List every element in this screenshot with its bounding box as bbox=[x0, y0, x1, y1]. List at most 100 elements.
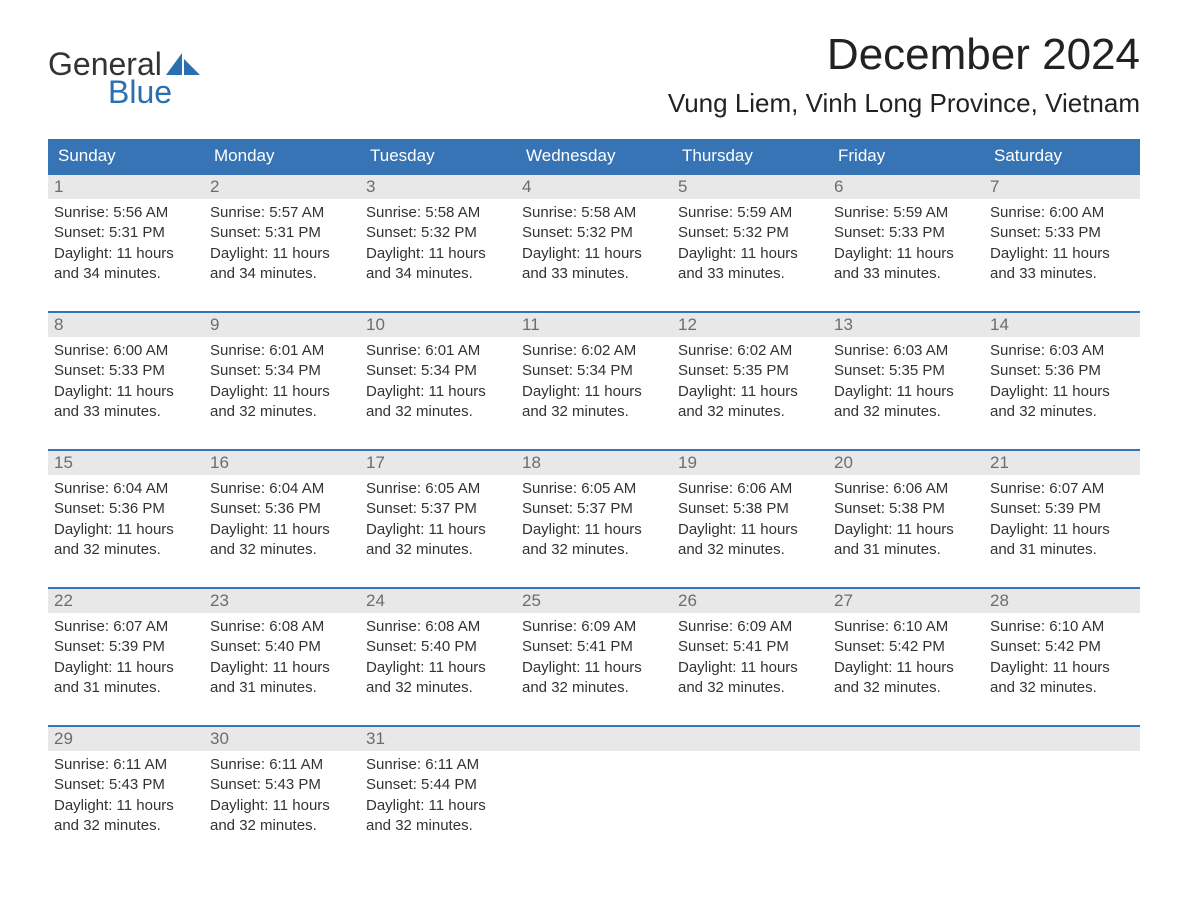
day-d1: Daylight: 11 hours bbox=[834, 520, 978, 540]
day-d1: Daylight: 11 hours bbox=[54, 520, 198, 540]
day-sr: Sunrise: 5:56 AM bbox=[54, 203, 198, 223]
day-cell bbox=[984, 727, 1140, 849]
day-ss: Sunset: 5:33 PM bbox=[990, 223, 1134, 243]
day-cell: 27 Sunrise: 6:10 AMSunset: 5:42 PMDayligh… bbox=[828, 589, 984, 711]
day-body: Sunrise: 6:08 AMSunset: 5:40 PMDaylight:… bbox=[204, 613, 360, 704]
day-number bbox=[828, 727, 984, 751]
day-body: Sunrise: 5:58 AMSunset: 5:32 PMDaylight:… bbox=[360, 199, 516, 290]
logo-text-2: Blue bbox=[48, 76, 202, 108]
day-d1: Daylight: 11 hours bbox=[54, 658, 198, 678]
day-number: 29 bbox=[48, 727, 204, 751]
day-sr: Sunrise: 6:05 AM bbox=[522, 479, 666, 499]
day-d2: and 32 minutes. bbox=[210, 402, 354, 422]
day-d1: Daylight: 11 hours bbox=[210, 796, 354, 816]
day-d1: Daylight: 11 hours bbox=[678, 658, 822, 678]
day-ss: Sunset: 5:38 PM bbox=[678, 499, 822, 519]
day-d2: and 32 minutes. bbox=[522, 540, 666, 560]
day-number bbox=[984, 727, 1140, 751]
day-cell bbox=[828, 727, 984, 849]
day-cell: 7 Sunrise: 6:00 AMSunset: 5:33 PMDaylight… bbox=[984, 175, 1140, 297]
day-number: 13 bbox=[828, 313, 984, 337]
day-cell: 16Sunrise: 6:04 AMSunset: 5:36 PMDayligh… bbox=[204, 451, 360, 573]
day-body: Sunrise: 6:04 AMSunset: 5:36 PMDaylight:… bbox=[48, 475, 204, 566]
day-cell: 22Sunrise: 6:07 AMSunset: 5:39 PMDayligh… bbox=[48, 589, 204, 711]
day-cell: 12Sunrise: 6:02 AMSunset: 5:35 PMDayligh… bbox=[672, 313, 828, 435]
day-body: Sunrise: 6:04 AMSunset: 5:36 PMDaylight:… bbox=[204, 475, 360, 566]
day-number: 12 bbox=[672, 313, 828, 337]
day-sr: Sunrise: 6:08 AM bbox=[210, 617, 354, 637]
day-d1: Daylight: 11 hours bbox=[366, 520, 510, 540]
day-body: Sunrise: 6:05 AMSunset: 5:37 PMDaylight:… bbox=[516, 475, 672, 566]
day-d2: and 32 minutes. bbox=[678, 402, 822, 422]
day-number: 30 bbox=[204, 727, 360, 751]
day-ss: Sunset: 5:32 PM bbox=[678, 223, 822, 243]
day-body: Sunrise: 6:11 AMSunset: 5:44 PMDaylight:… bbox=[360, 751, 516, 842]
day-sr: Sunrise: 6:01 AM bbox=[210, 341, 354, 361]
day-cell: 14Sunrise: 6:03 AMSunset: 5:36 PMDayligh… bbox=[984, 313, 1140, 435]
day-sr: Sunrise: 5:58 AM bbox=[522, 203, 666, 223]
day-d2: and 34 minutes. bbox=[54, 264, 198, 284]
day-d1: Daylight: 11 hours bbox=[366, 796, 510, 816]
day-body: Sunrise: 6:02 AMSunset: 5:35 PMDaylight:… bbox=[672, 337, 828, 428]
day-d2: and 32 minutes. bbox=[210, 816, 354, 836]
day-sr: Sunrise: 6:06 AM bbox=[834, 479, 978, 499]
day-ss: Sunset: 5:39 PM bbox=[54, 637, 198, 657]
day-d1: Daylight: 11 hours bbox=[834, 658, 978, 678]
day-d1: Daylight: 11 hours bbox=[990, 658, 1134, 678]
day-cell: 6Sunrise: 5:59 AMSunset: 5:33 PMDaylight… bbox=[828, 175, 984, 297]
day-d2: and 32 minutes. bbox=[990, 678, 1134, 698]
day-ss: Sunset: 5:31 PM bbox=[54, 223, 198, 243]
dow-cell: Sunday bbox=[48, 139, 204, 173]
day-d1: Daylight: 11 hours bbox=[678, 244, 822, 264]
day-number: 18 bbox=[516, 451, 672, 475]
day-cell: 28Sunrise: 6:10 AMSunset: 5:42 PMDayligh… bbox=[984, 589, 1140, 711]
day-sr: Sunrise: 6:05 AM bbox=[366, 479, 510, 499]
day-cell: 31Sunrise: 6:11 AMSunset: 5:44 PMDayligh… bbox=[360, 727, 516, 849]
day-number: 16 bbox=[204, 451, 360, 475]
day-d2: and 34 minutes. bbox=[366, 264, 510, 284]
day-number: 27 bbox=[828, 589, 984, 613]
day-number: 28 bbox=[984, 589, 1140, 613]
page-header: General Blue December 2024 Vung Liem, Vi… bbox=[48, 30, 1140, 133]
day-d2: and 33 minutes. bbox=[54, 402, 198, 422]
day-d1: Daylight: 11 hours bbox=[366, 244, 510, 264]
day-ss: Sunset: 5:40 PM bbox=[210, 637, 354, 657]
day-number: 8 bbox=[48, 313, 204, 337]
calendar: Sunday Monday Tuesday Wednesday Thursday… bbox=[48, 139, 1140, 849]
day-ss: Sunset: 5:35 PM bbox=[834, 361, 978, 381]
day-body: Sunrise: 6:11 AMSunset: 5:43 PMDaylight:… bbox=[204, 751, 360, 842]
day-d2: and 33 minutes. bbox=[834, 264, 978, 284]
day-ss: Sunset: 5:33 PM bbox=[54, 361, 198, 381]
day-body: Sunrise: 6:07 AMSunset: 5:39 PMDaylight:… bbox=[48, 613, 204, 704]
week-row: 22Sunrise: 6:07 AMSunset: 5:39 PMDayligh… bbox=[48, 587, 1140, 711]
day-number: 2 bbox=[204, 175, 360, 199]
day-ss: Sunset: 5:42 PM bbox=[834, 637, 978, 657]
day-d1: Daylight: 11 hours bbox=[210, 382, 354, 402]
day-cell: 8Sunrise: 6:00 AMSunset: 5:33 PMDaylight… bbox=[48, 313, 204, 435]
day-ss: Sunset: 5:31 PM bbox=[210, 223, 354, 243]
day-cell: 11Sunrise: 6:02 AMSunset: 5:34 PMDayligh… bbox=[516, 313, 672, 435]
day-cell: 9Sunrise: 6:01 AMSunset: 5:34 PMDaylight… bbox=[204, 313, 360, 435]
day-number: 7 bbox=[984, 175, 1140, 199]
day-ss: Sunset: 5:34 PM bbox=[522, 361, 666, 381]
day-d1: Daylight: 11 hours bbox=[990, 244, 1134, 264]
day-d1: Daylight: 11 hours bbox=[210, 520, 354, 540]
day-cell bbox=[672, 727, 828, 849]
day-number bbox=[516, 727, 672, 751]
day-body: Sunrise: 6:01 AMSunset: 5:34 PMDaylight:… bbox=[360, 337, 516, 428]
day-sr: Sunrise: 6:04 AM bbox=[210, 479, 354, 499]
day-d1: Daylight: 11 hours bbox=[834, 382, 978, 402]
day-number: 14 bbox=[984, 313, 1140, 337]
day-sr: Sunrise: 6:07 AM bbox=[990, 479, 1134, 499]
day-ss: Sunset: 5:33 PM bbox=[834, 223, 978, 243]
day-sr: Sunrise: 6:04 AM bbox=[54, 479, 198, 499]
day-d2: and 32 minutes. bbox=[366, 816, 510, 836]
day-sr: Sunrise: 6:00 AM bbox=[990, 203, 1134, 223]
day-d2: and 33 minutes. bbox=[990, 264, 1134, 284]
day-ss: Sunset: 5:44 PM bbox=[366, 775, 510, 795]
day-body: Sunrise: 6:03 AMSunset: 5:35 PMDaylight:… bbox=[828, 337, 984, 428]
day-sr: Sunrise: 6:10 AM bbox=[834, 617, 978, 637]
day-sr: Sunrise: 5:57 AM bbox=[210, 203, 354, 223]
day-ss: Sunset: 5:36 PM bbox=[54, 499, 198, 519]
dow-cell: Wednesday bbox=[516, 139, 672, 173]
